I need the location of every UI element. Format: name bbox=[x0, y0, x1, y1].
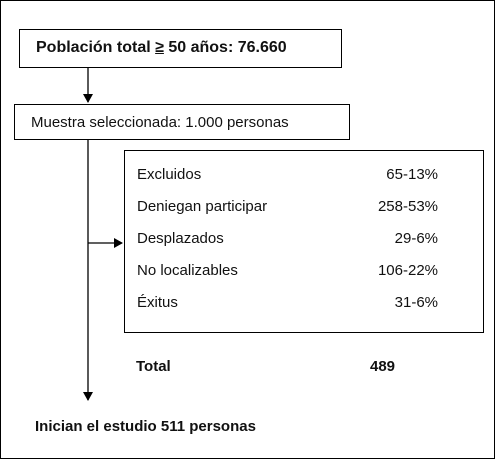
exclusion-row: Excluidos 65-13% bbox=[125, 166, 483, 188]
exclusion-value: 106-22% bbox=[377, 262, 438, 279]
result-label: Inician el estudio 511 personas bbox=[35, 418, 256, 435]
exclusion-label: Éxitus bbox=[137, 294, 178, 311]
sample-label: Muestra seleccionada: 1.000 personas bbox=[31, 114, 289, 131]
population-operator: ≥ bbox=[155, 39, 164, 56]
population-box: Población total ≥ 50 años: 76.660 bbox=[19, 29, 342, 68]
exclusion-value: 65-13% bbox=[386, 166, 438, 183]
exclusion-row: Éxitus 31-6% bbox=[125, 294, 483, 316]
exclusion-value: 29-6% bbox=[394, 230, 438, 247]
total-label: Total bbox=[136, 358, 171, 375]
sample-box: Muestra seleccionada: 1.000 personas bbox=[14, 104, 350, 140]
exclusion-row: Desplazados 29-6% bbox=[125, 230, 483, 252]
exclusion-row: Deniegan participar 258-53% bbox=[125, 198, 483, 220]
exclusion-label: Deniegan participar bbox=[137, 198, 268, 215]
exclusion-label: Desplazados bbox=[137, 230, 224, 247]
population-prefix: Población total bbox=[36, 39, 156, 56]
exclusion-label: Excluidos bbox=[137, 166, 202, 183]
exclusion-label: No localizables bbox=[137, 262, 238, 279]
exclusion-value: 31-6% bbox=[394, 294, 438, 311]
population-text: Población total ≥ 50 años: 76.660 bbox=[36, 39, 287, 57]
population-suffix: 50 años: 76.660 bbox=[163, 39, 287, 56]
exclusion-value: 258-53% bbox=[377, 198, 438, 215]
exclusions-box: Excluidos 65-13% Deniegan participar 258… bbox=[124, 150, 484, 333]
exclusion-row: No localizables 106-22% bbox=[125, 262, 483, 284]
total-value: 489 bbox=[370, 358, 396, 375]
